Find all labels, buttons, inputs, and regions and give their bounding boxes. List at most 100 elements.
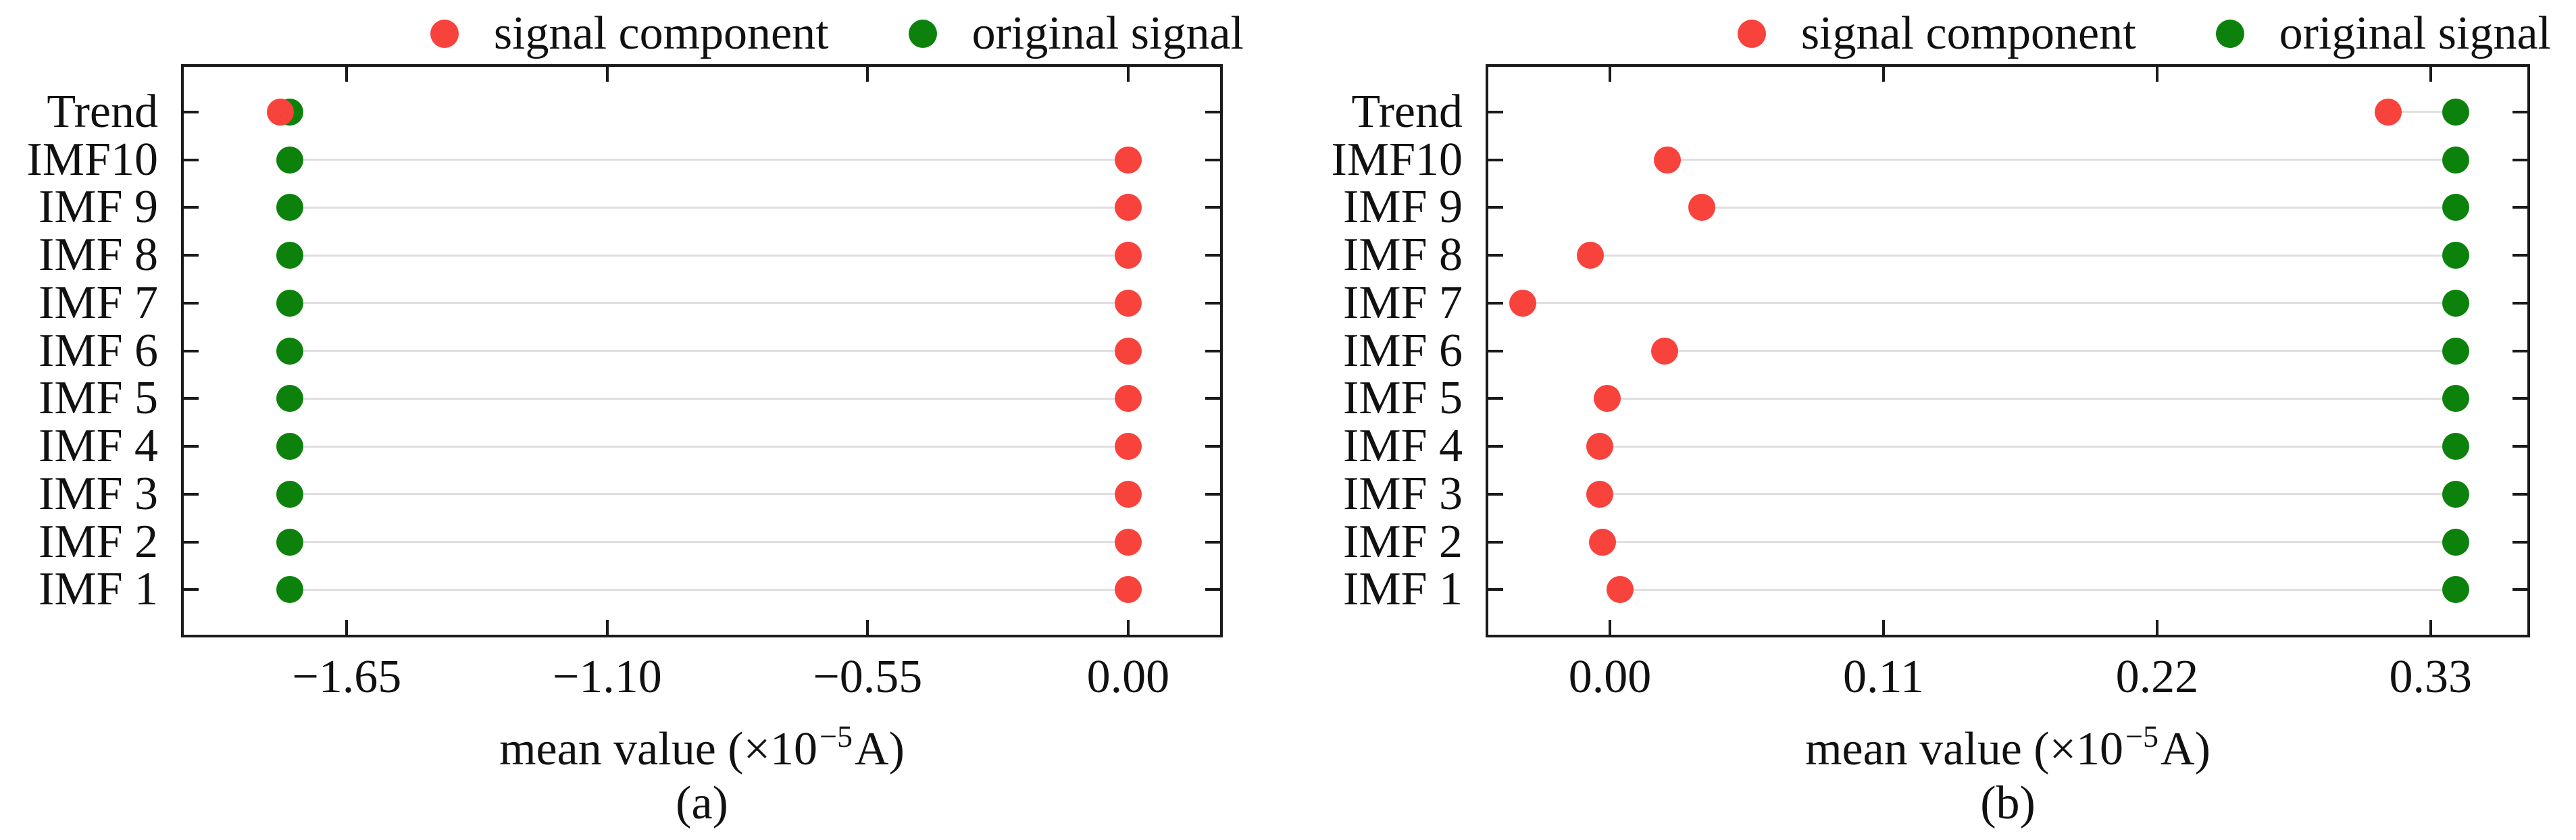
legend-marker-signal-component-icon	[430, 20, 459, 48]
connector-line	[290, 541, 1128, 543]
data-point-signal-component	[1586, 433, 1614, 460]
x-tick-label: −1.10	[552, 651, 662, 703]
legend-marker-original-signal-icon	[908, 20, 937, 48]
x-tick-top	[1882, 67, 1885, 82]
connector-line	[1665, 350, 2456, 352]
data-point-signal-component	[1653, 146, 1681, 174]
data-point-original-signal	[2442, 194, 2469, 221]
y-tick-right	[1205, 349, 1220, 352]
connector-line	[1600, 445, 2456, 448]
data-point-original-signal	[276, 385, 304, 413]
x-tick-top	[345, 67, 349, 82]
y-tick-right	[1205, 206, 1220, 209]
connector-line	[290, 159, 1128, 161]
y-tick-right	[2512, 349, 2527, 352]
y-tick-left	[184, 254, 199, 257]
data-point-original-signal	[276, 480, 304, 508]
x-tick-bottom	[1126, 620, 1130, 635]
y-tick-left	[184, 492, 199, 496]
y-tick-right	[2512, 301, 2527, 305]
x-axis-label-base: mean value (×10	[499, 723, 818, 775]
data-point-signal-component	[1114, 194, 1142, 221]
y-tick-left	[184, 445, 199, 448]
data-point-signal-component	[1651, 337, 1679, 365]
x-tick-label: 0.33	[2389, 651, 2473, 703]
connector-line	[290, 350, 1128, 352]
data-point-original-signal	[276, 433, 304, 460]
y-tick-label: IMF 5	[1343, 372, 1463, 425]
x-tick-top	[1126, 67, 1130, 82]
y-tick-label: IMF 2	[1343, 515, 1463, 568]
y-tick-left	[184, 588, 199, 592]
data-point-signal-component	[1114, 385, 1142, 413]
y-tick-label: Trend	[47, 85, 158, 138]
connector-line	[290, 397, 1128, 400]
y-tick-right	[1205, 397, 1220, 400]
y-tick-label: IMF 7	[1343, 276, 1463, 329]
x-axis-label-exponent: −5	[819, 719, 853, 754]
panel-caption-a: (a)	[676, 777, 728, 829]
data-point-signal-component	[1509, 289, 1537, 317]
connector-line	[290, 206, 1128, 209]
data-point-original-signal	[2442, 289, 2469, 317]
y-tick-left	[184, 110, 199, 113]
y-tick-left	[1488, 254, 1503, 257]
x-axis-label-unit: A)	[855, 723, 905, 775]
y-tick-label: IMF 9	[1343, 181, 1463, 234]
legend-label-signal-component: signal component	[1800, 7, 2136, 59]
x-tick-bottom	[2155, 620, 2158, 635]
x-tick-top	[866, 67, 869, 82]
x-tick-bottom	[345, 620, 349, 635]
y-tick-right	[1205, 254, 1220, 257]
x-tick-top	[2155, 67, 2158, 82]
y-tick-label: IMF 9	[39, 181, 158, 234]
data-point-signal-component	[2375, 98, 2402, 126]
plot-frame-a	[181, 64, 1223, 637]
x-tick-bottom	[866, 620, 869, 635]
x-axis-label-base: mean value (×10	[1805, 723, 2124, 775]
data-point-signal-component	[1594, 385, 1621, 413]
data-point-original-signal	[276, 337, 304, 365]
connector-line	[290, 445, 1128, 448]
connector-line	[290, 302, 1128, 305]
y-tick-label: IMF 4	[39, 420, 158, 472]
data-point-original-signal	[2442, 480, 2469, 508]
connector-line	[1523, 302, 2456, 305]
x-axis-label-b: mean value (×10−5A)	[1670, 719, 2346, 783]
y-tick-left	[1488, 540, 1503, 544]
y-tick-left	[184, 206, 199, 209]
data-point-original-signal	[276, 528, 304, 556]
y-tick-left	[184, 540, 199, 544]
y-tick-label: IMF 4	[1343, 420, 1463, 472]
y-tick-label: IMF 2	[39, 515, 158, 568]
data-point-signal-component	[1586, 480, 1614, 508]
y-tick-left	[1488, 397, 1503, 400]
connector-line	[1590, 254, 2456, 257]
legend-a: signal component original signal	[430, 5, 1244, 62]
panel-caption-b: (b)	[1980, 777, 2036, 829]
connector-line	[290, 588, 1128, 591]
data-point-original-signal	[276, 576, 304, 604]
x-tick-bottom	[1882, 620, 1885, 635]
y-tick-right	[2512, 540, 2527, 544]
connector-line	[1602, 541, 2456, 543]
y-tick-left	[1488, 445, 1503, 448]
y-tick-left	[184, 397, 199, 400]
data-point-signal-component	[1114, 480, 1142, 508]
x-tick-label: 0.00	[1568, 651, 1652, 703]
y-tick-left	[1488, 158, 1503, 161]
y-tick-label: IMF 5	[39, 372, 158, 425]
legend-label-signal-component: signal component	[493, 7, 829, 59]
data-point-original-signal	[2442, 576, 2469, 604]
x-tick-label: −0.55	[813, 651, 923, 703]
x-tick-top	[605, 67, 609, 82]
y-tick-label: IMF 1	[1343, 563, 1463, 616]
x-axis-label-unit: A)	[2161, 723, 2211, 775]
connector-line	[1702, 206, 2456, 209]
connector-line	[1607, 397, 2456, 400]
data-point-original-signal	[276, 194, 304, 221]
y-tick-right	[1205, 445, 1220, 448]
data-point-signal-component	[267, 98, 295, 126]
